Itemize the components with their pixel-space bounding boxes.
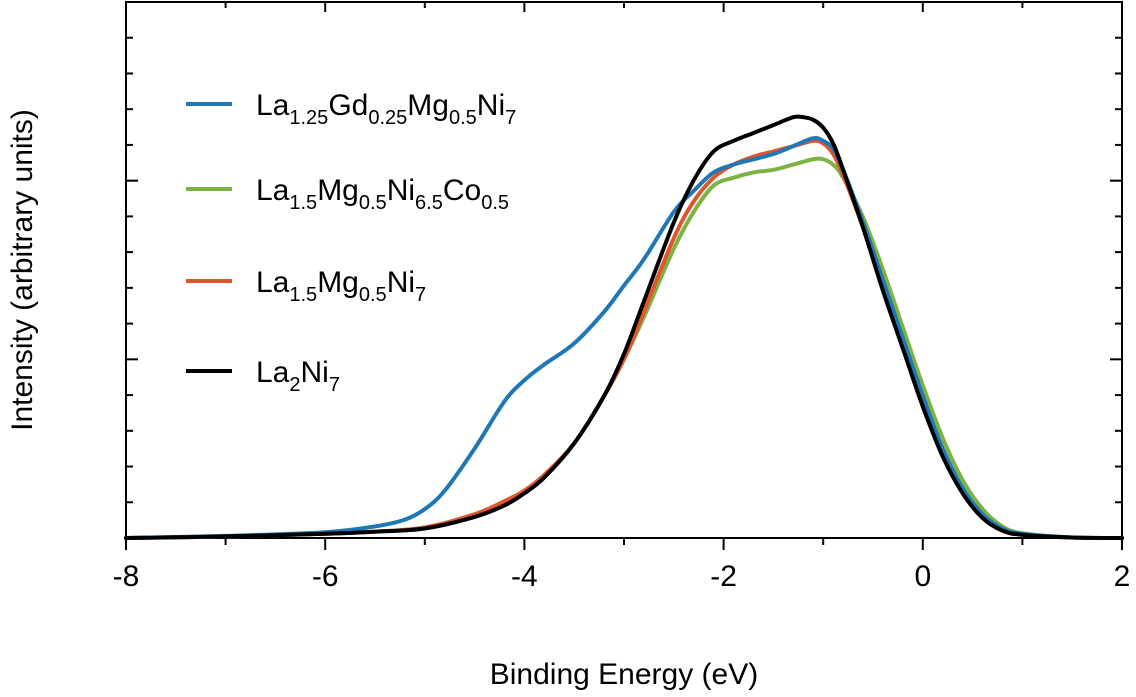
legend-text: Ni	[387, 174, 415, 207]
legend: La1.25Gd0.25Mg0.5Ni7La1.5Mg0.5Ni6.5Co0.5…	[186, 89, 516, 396]
legend-subscript: 7	[505, 107, 516, 129]
legend-subscript: 7	[329, 374, 340, 396]
legend-text: Mg	[407, 89, 449, 122]
legend-label-0: La1.25Gd0.25Mg0.5Ni7	[256, 89, 516, 129]
legend-subscript: 2	[289, 374, 300, 396]
x-tick-label: -4	[511, 560, 538, 593]
series-line-1	[124, 156, 1124, 541]
legend-subscript: 0.5	[359, 192, 387, 214]
legend-subscript: 0.5	[359, 284, 387, 306]
legend-text: Mg	[317, 266, 359, 299]
series-line-0	[124, 136, 1124, 540]
x-tick-label: 2	[1114, 560, 1131, 593]
legend-label-1: La1.5Mg0.5Ni6.5Co0.5	[256, 174, 509, 214]
x-tick-label: -8	[113, 560, 140, 593]
legend-subscript: 0.25	[368, 107, 407, 129]
legend-label-3: La2Ni7	[256, 356, 340, 396]
legend-subscript: 0.5	[481, 192, 509, 214]
legend-text: La	[256, 266, 290, 299]
legend-subscript: 0.5	[449, 107, 477, 129]
x-tick-label: -2	[710, 560, 737, 593]
x-tick-labels: -8 -6 -4 -2 0 2	[113, 560, 1131, 593]
legend-subscript: 6.5	[415, 192, 443, 214]
legend-text: Ni	[387, 266, 415, 299]
legend-text: La	[256, 89, 290, 122]
legend-subscript: 7	[415, 284, 426, 306]
legend-text: Mg	[317, 174, 359, 207]
x-tick-label: 0	[914, 560, 931, 593]
legend-subscript: 1.25	[289, 107, 328, 129]
x-axis-title: Binding Energy (eV)	[490, 658, 758, 691]
series-lines	[124, 114, 1124, 541]
legend-text: Gd	[328, 89, 368, 122]
plot-area	[124, 1, 1124, 550]
y-axis-title: Intensity (arbitrary units)	[6, 109, 39, 431]
x-tick-label: -6	[312, 560, 339, 593]
legend-text: Ni	[477, 89, 505, 122]
legend-text: La	[256, 174, 290, 207]
legend-text: Co	[443, 174, 481, 207]
legend-subscript: 1.5	[289, 284, 317, 306]
legend-label-2: La1.5Mg0.5Ni7	[256, 266, 426, 306]
series-line-3	[124, 114, 1124, 540]
legend-subscript: 1.5	[289, 192, 317, 214]
legend-text: La	[256, 356, 290, 389]
legend-text: Ni	[301, 356, 329, 389]
